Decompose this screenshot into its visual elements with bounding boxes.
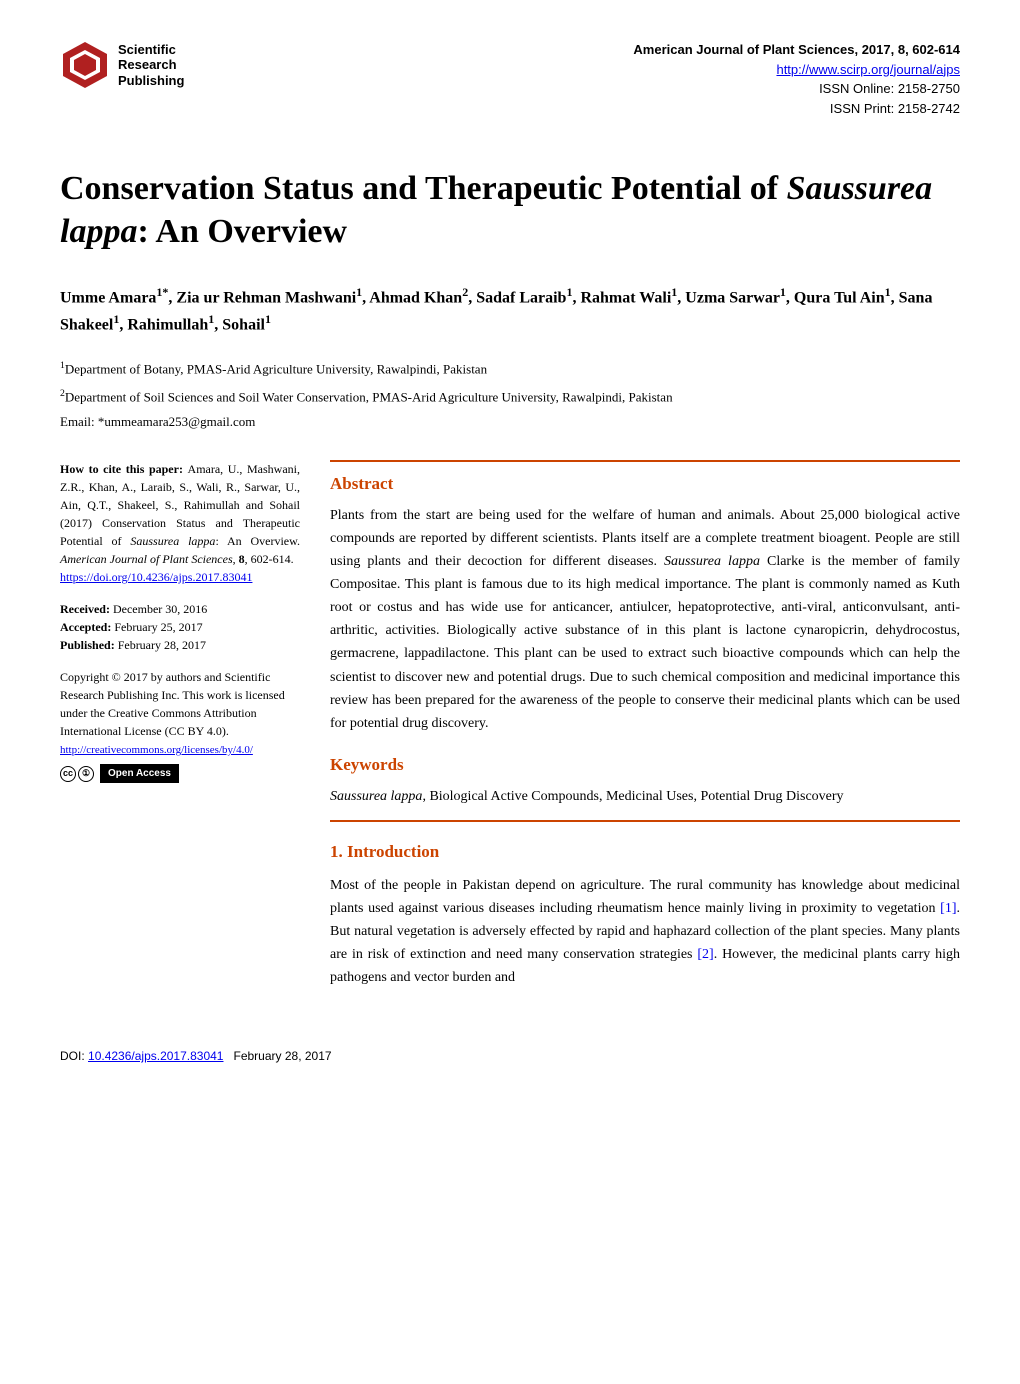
copyright-block: Copyright © 2017 by authors and Scientif… xyxy=(60,668,300,740)
cc-license-link[interactable]: http://creativecommons.org/licenses/by/4… xyxy=(60,744,253,756)
page-footer: DOI: 10.4236/ajps.2017.83041 February 28… xyxy=(60,1049,960,1063)
main-two-column: How to cite this paper: Amara, U., Mashw… xyxy=(60,460,960,990)
footer-doi-link[interactable]: 10.4236/ajps.2017.83041 xyxy=(88,1049,223,1063)
issn-online: ISSN Online: 2158-2750 xyxy=(633,79,960,99)
cc-badge-row: cc ① Open Access xyxy=(60,764,300,783)
by-icon: ① xyxy=(78,766,94,782)
cc-icons: cc ① xyxy=(60,766,94,782)
dates-block: Received: December 30, 2016 Accepted: Fe… xyxy=(60,600,300,654)
cc-icon: cc xyxy=(60,766,76,782)
open-access-badge: Open Access xyxy=(100,764,179,783)
intro-heading: 1. Introduction xyxy=(330,842,960,862)
intro-text: Most of the people in Pakistan depend on… xyxy=(330,874,960,989)
journal-title: American Journal of Plant Sciences, 2017… xyxy=(633,40,960,60)
srp-logo-icon xyxy=(60,40,110,90)
abstract-text: Plants from the start are being used for… xyxy=(330,504,960,735)
doi-link[interactable]: https://doi.org/10.4236/ajps.2017.83041 xyxy=(60,570,252,584)
publisher-name: Scientific Research Publishing xyxy=(118,42,184,89)
abstract-rule-top xyxy=(330,460,960,462)
citation-block: How to cite this paper: Amara, U., Mashw… xyxy=(60,460,300,568)
ref-1[interactable]: [1] xyxy=(940,901,956,916)
publisher-logo: Scientific Research Publishing xyxy=(60,40,184,90)
journal-info: American Journal of Plant Sciences, 2017… xyxy=(633,40,960,118)
abstract-heading: Abstract xyxy=(330,474,960,494)
sidebar: How to cite this paper: Amara, U., Mashw… xyxy=(60,460,300,990)
keywords-rule-bottom xyxy=(330,820,960,822)
keywords-heading: Keywords xyxy=(330,755,960,775)
affiliation-2: 2Department of Soil Sciences and Soil Wa… xyxy=(60,386,960,408)
authors: Umme Amara1*, Zia ur Rehman Mashwani1, A… xyxy=(60,283,960,338)
page-header: Scientific Research Publishing American … xyxy=(60,40,960,118)
corresponding-email: Email: *ummeamara253@gmail.com xyxy=(60,414,960,430)
journal-url-link[interactable]: http://www.scirp.org/journal/ajps xyxy=(776,62,960,77)
paper-title: Conservation Status and Therapeutic Pote… xyxy=(60,168,960,253)
issn-print: ISSN Print: 2158-2742 xyxy=(633,99,960,119)
ref-2[interactable]: [2] xyxy=(697,947,713,962)
main-content: Abstract Plants from the start are being… xyxy=(330,460,960,990)
keywords-text: Saussurea lappa, Biological Active Compo… xyxy=(330,785,960,808)
affiliation-1: 1Department of Botany, PMAS-Arid Agricul… xyxy=(60,358,960,380)
